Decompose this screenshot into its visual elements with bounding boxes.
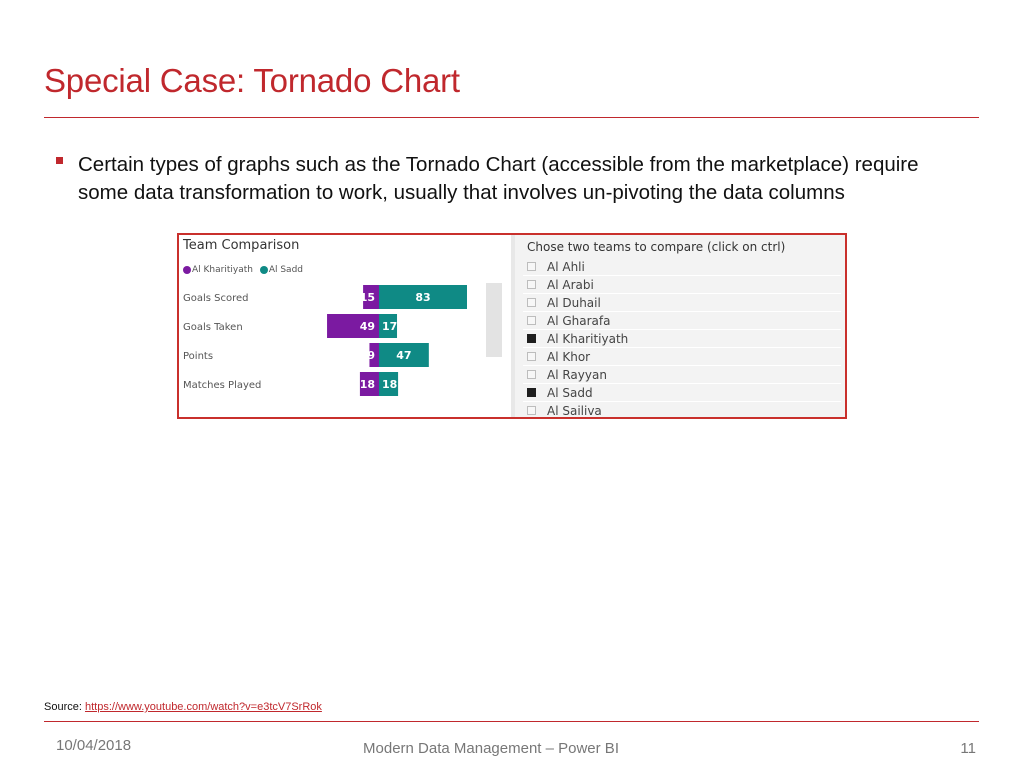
- data-label-left: 9: [367, 349, 375, 362]
- slicer-item[interactable]: Al Ahli: [523, 258, 841, 276]
- checkbox[interactable]: [527, 370, 536, 379]
- data-label-left: 49: [360, 320, 375, 333]
- checkbox[interactable]: [527, 280, 536, 289]
- slicer-item[interactable]: Al Gharafa: [523, 312, 841, 330]
- slicer-item-label: Al Sadd: [547, 385, 593, 400]
- report-screenshot: Team Comparison Al Kharitiyath Al Sadd G…: [177, 233, 847, 419]
- slicer-item-label: Al Sailiva: [547, 403, 602, 418]
- slicer-item[interactable]: Al Arabi: [523, 276, 841, 294]
- data-label-right: 17: [382, 320, 397, 333]
- chart-title: Team Comparison: [183, 238, 300, 253]
- bar-right[interactable]: [379, 285, 467, 309]
- footer-date: 10/04/2018: [56, 737, 132, 754]
- slicer-item[interactable]: Al Khor: [523, 348, 841, 366]
- checkbox[interactable]: [527, 406, 536, 415]
- slicer-item-label: Al Duhail: [547, 295, 601, 310]
- slicer-item[interactable]: Al Kharitiyath: [523, 330, 841, 348]
- category-label: Matches Played: [183, 380, 261, 391]
- bar-left[interactable]: [369, 343, 379, 367]
- title-divider: [44, 117, 979, 118]
- bullet-point: Certain types of graphs such as the Torn…: [56, 151, 956, 207]
- slicer-item[interactable]: Al Duhail: [523, 294, 841, 312]
- checkbox[interactable]: [527, 388, 536, 397]
- panel-separator: [511, 235, 515, 417]
- legend-dot-icon: [259, 266, 268, 274]
- data-label-left: 15: [360, 291, 375, 304]
- team-slicer: Chose two teams to compare (click on ctr…: [515, 235, 845, 418]
- slicer-list: Al Ahli Al Arabi Al Duhail Al Gharafa Al Kha…: [523, 258, 841, 418]
- legend-label: Al Kharitiyath: [192, 265, 253, 275]
- checkbox[interactable]: [527, 352, 536, 361]
- source-label: Source:: [44, 701, 82, 713]
- footer-divider: [44, 721, 979, 722]
- bar-right[interactable]: [379, 314, 398, 338]
- checkbox[interactable]: [527, 334, 536, 343]
- bar-left[interactable]: [327, 314, 379, 338]
- bar-left[interactable]: [359, 372, 379, 396]
- tornado-visual: Team Comparison Al Kharitiyath Al Sadd G…: [179, 235, 511, 417]
- legend-item: Al Kharitiyath: [183, 265, 253, 275]
- bar-right[interactable]: [379, 372, 399, 396]
- category-label: Points: [183, 351, 213, 362]
- chart-scrollbar[interactable]: [486, 283, 502, 357]
- page-number: 11: [960, 740, 976, 757]
- category-label: Goals Scored: [183, 293, 249, 304]
- source-link[interactable]: https://www.youtube.com/watch?v=e3tcV7Sr…: [84, 701, 322, 713]
- legend-item: Al Sadd: [259, 265, 303, 275]
- data-label-right: 18: [382, 378, 397, 391]
- slicer-title: Chose two teams to compare (click on ctr…: [527, 240, 786, 254]
- bullet-square-icon: [56, 157, 63, 164]
- checkbox[interactable]: [527, 262, 536, 271]
- category-label: Goals Taken: [183, 322, 243, 333]
- checkbox[interactable]: [527, 298, 536, 307]
- source-note: Source: https://www.youtube.com/watch?v=…: [44, 701, 322, 713]
- chart-legend: Al Kharitiyath Al Sadd: [183, 265, 307, 277]
- bar-right[interactable]: [379, 343, 429, 367]
- data-label-right: 83: [415, 291, 430, 304]
- slicer-item[interactable]: Al Sailiva: [523, 402, 841, 418]
- legend-dot-icon: [183, 266, 191, 274]
- tornado-chart-svg: Goals Scored 15 83 Goals Taken 49 17 Points 9 47…: [183, 285, 467, 396]
- slicer-item[interactable]: Al Rayyan: [523, 366, 841, 384]
- legend-label: Al Sadd: [268, 265, 303, 275]
- slicer-item-label: Al Arabi: [547, 277, 594, 292]
- slide-title: Special Case: Tornado Chart: [44, 62, 460, 99]
- slicer-item-label: Al Gharafa: [547, 313, 611, 328]
- slicer-item-label: Al Khor: [547, 349, 591, 364]
- slicer-item-label: Al Ahli: [547, 259, 585, 274]
- bullet-text: Certain types of graphs such as the Torn…: [78, 153, 919, 204]
- footer-title: Modern Data Management – Power BI: [0, 740, 1024, 757]
- slicer-item-label: Al Rayyan: [547, 367, 607, 382]
- footer-title-text: Modern Data Management – Power BI: [363, 740, 619, 757]
- bar-left[interactable]: [363, 285, 379, 309]
- data-label-right: 47: [396, 349, 411, 362]
- slicer-item[interactable]: Al Sadd: [523, 384, 841, 402]
- data-label-left: 18: [360, 378, 375, 391]
- slicer-item-label: Al Kharitiyath: [547, 331, 629, 346]
- checkbox[interactable]: [527, 316, 536, 325]
